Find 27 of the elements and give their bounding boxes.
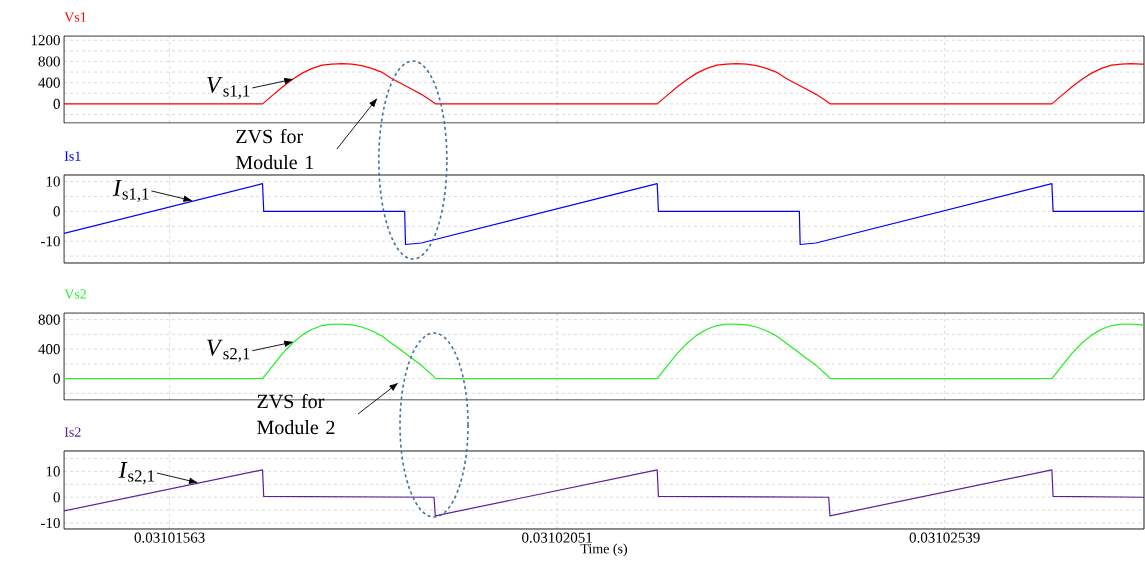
y-tick-label: 0 xyxy=(53,98,60,109)
annotation: I$_{s1,1}$ xyxy=(112,179,149,202)
text: Vs1 xyxy=(64,12,86,22)
x-tick-label: 0.03101563 xyxy=(134,532,205,543)
text: ZVS for Module 1 xyxy=(235,128,314,170)
annotation: V$_{s2,1}$ xyxy=(207,339,250,362)
x-tick-label: 0.03102051 xyxy=(522,532,592,543)
y-tick-label: 400 xyxy=(38,77,60,88)
annotation: I$_{s2,1}$ xyxy=(118,462,155,485)
text: Vs2 xyxy=(64,289,86,299)
annotation: ZVS for Module 2 xyxy=(257,393,335,435)
y-tick-label: 800 xyxy=(38,56,60,67)
y-tick-label: -10 xyxy=(41,518,60,529)
y-tick-label: 10 xyxy=(46,466,60,477)
y-tick-label: 10 xyxy=(46,176,60,187)
text: Is1 xyxy=(64,151,81,161)
x-axis-title: Time (s) xyxy=(580,543,628,557)
y-tick-label: 0 xyxy=(53,206,60,217)
y-tick-label: 800 xyxy=(38,314,60,325)
x-tick-label: 0.03102539 xyxy=(909,532,980,543)
y-tick-label: 400 xyxy=(38,344,60,355)
text: Is2 xyxy=(64,427,81,437)
y-tick-label: 1200 xyxy=(31,35,60,46)
y-tick-label: 0 xyxy=(53,373,60,384)
y-tick-label: -10 xyxy=(41,236,60,247)
y-tick-label: 0 xyxy=(53,492,60,503)
annotation: V$_{s1,1}$ xyxy=(207,76,250,99)
